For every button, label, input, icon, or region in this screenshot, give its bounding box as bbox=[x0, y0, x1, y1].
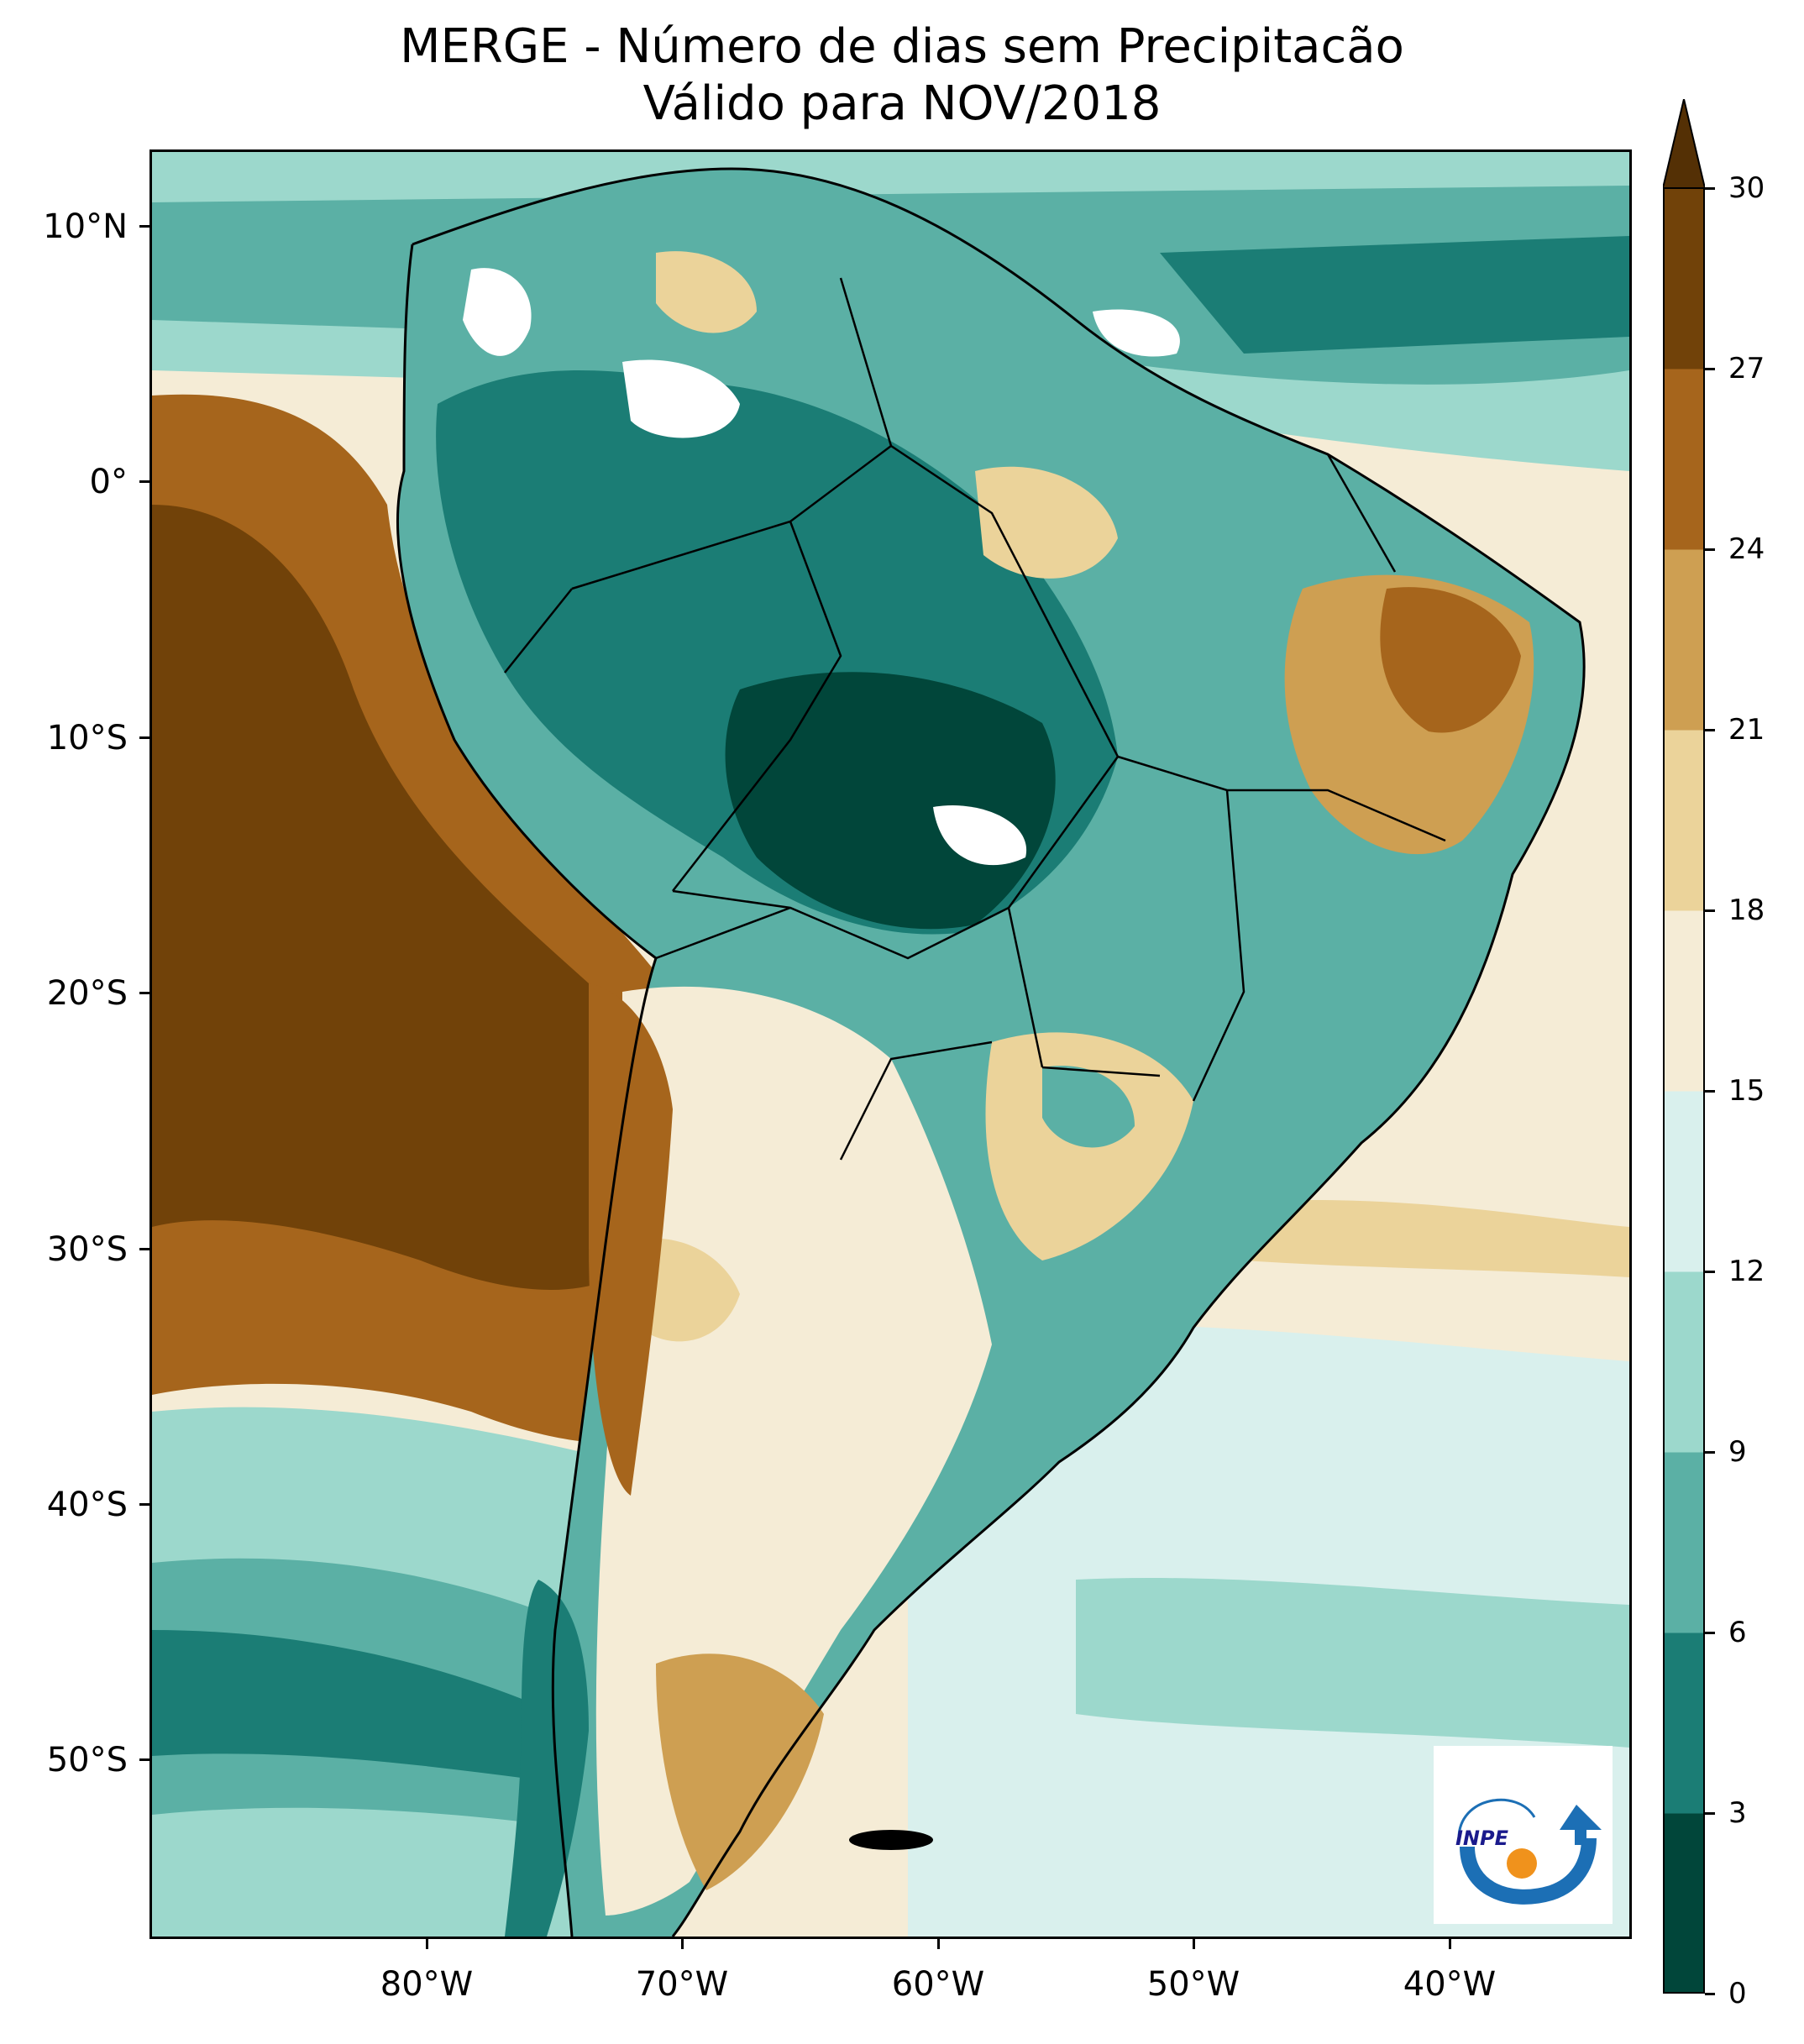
country-borders bbox=[504, 277, 1446, 1161]
lon-tick-40W bbox=[1449, 1939, 1451, 1949]
lat-label-0: 0° bbox=[89, 463, 128, 501]
colorbar-label-12: 12 bbox=[1728, 1255, 1765, 1288]
lon-tick-70W bbox=[681, 1939, 684, 1949]
logo-swoosh bbox=[1460, 1837, 1597, 1905]
colorbar-label-21: 21 bbox=[1728, 713, 1765, 747]
colorbar-tick-30 bbox=[1705, 187, 1715, 190]
colorbar-label-0: 0 bbox=[1728, 1977, 1747, 2010]
lon-tick-80W bbox=[426, 1939, 428, 1949]
lat-tick-40S bbox=[139, 1503, 149, 1506]
colorbar-tick-12 bbox=[1705, 1271, 1715, 1273]
colorbar-tick-3 bbox=[1705, 1812, 1715, 1815]
lat-tick-20S bbox=[139, 992, 149, 994]
venezuela-tan bbox=[656, 251, 757, 333]
south-brazil-teal bbox=[1042, 1066, 1135, 1148]
colorbar-bin-0-3 bbox=[1663, 1813, 1705, 1994]
lon-label-60W: 60°W bbox=[891, 1965, 985, 2004]
lat-tick-0 bbox=[139, 480, 149, 483]
colorbar-bin-24-27 bbox=[1663, 369, 1705, 550]
no-data-patch-central bbox=[933, 805, 1027, 866]
colorbar-tick-15 bbox=[1705, 1090, 1715, 1093]
south-pacific-dark bbox=[152, 1630, 547, 1781]
logo-orbit bbox=[1457, 1798, 1536, 1839]
patagonia-tan bbox=[656, 1654, 824, 1890]
colorbar-label-30: 30 bbox=[1728, 171, 1765, 205]
lat-label-10S: 10°S bbox=[46, 719, 128, 757]
colorbar-label-24: 24 bbox=[1728, 532, 1765, 566]
colorbar-tick-27 bbox=[1705, 368, 1715, 370]
colorbar-tick-24 bbox=[1705, 548, 1715, 551]
lon-tick-60W bbox=[937, 1939, 940, 1949]
lat-tick-50S bbox=[139, 1758, 149, 1761]
lon-label-50W: 50°W bbox=[1146, 1965, 1240, 2004]
lat-tick-30S bbox=[139, 1248, 149, 1250]
colorbar bbox=[1663, 99, 1705, 1994]
lat-tick-10S bbox=[139, 736, 149, 739]
lat-label-40S: 40°S bbox=[46, 1486, 128, 1524]
colorbar-bin-15-18 bbox=[1663, 910, 1705, 1092]
lon-label-40W: 40°W bbox=[1403, 1965, 1497, 2004]
atlantic-tan-band bbox=[1244, 1199, 1629, 1277]
chile-coast-wet bbox=[505, 1580, 589, 1937]
colorbar-bin-21-24 bbox=[1663, 549, 1705, 731]
map-title: MERGE - Número de dias sem Precipitacão … bbox=[0, 18, 1804, 133]
colorbar-tick-18 bbox=[1705, 909, 1715, 912]
lat-label-30S: 30°S bbox=[46, 1230, 128, 1269]
colorbar-label-3: 3 bbox=[1728, 1796, 1747, 1830]
colorbar-tick-9 bbox=[1705, 1451, 1715, 1454]
colorbar-bin-9-12 bbox=[1663, 1271, 1705, 1453]
map-plot-area[interactable] bbox=[149, 149, 1632, 1939]
title-line-2: Válido para NOV/2018 bbox=[642, 76, 1162, 131]
colorbar-bin-27-30 bbox=[1663, 188, 1705, 369]
colorbar-tick-21 bbox=[1705, 729, 1715, 731]
logo-sun bbox=[1507, 1848, 1537, 1879]
northeast-driest-core bbox=[1380, 587, 1521, 733]
central-brazil-deepest bbox=[725, 672, 1056, 930]
lat-label-10N: 10°N bbox=[43, 207, 128, 246]
atlantic-dark-band bbox=[1160, 236, 1629, 354]
no-data-patch-amazon bbox=[622, 359, 740, 438]
colorbar-bin-12-15 bbox=[1663, 1091, 1705, 1272]
coastline bbox=[396, 167, 1586, 1937]
lon-tick-50W bbox=[1193, 1939, 1195, 1949]
logo-text: INPE bbox=[1455, 1826, 1508, 1850]
falkland-islands bbox=[849, 1830, 933, 1850]
title-line-1: MERGE - Número de dias sem Precipitacão bbox=[400, 19, 1404, 74]
colorbar-label-9: 9 bbox=[1728, 1435, 1747, 1469]
colorbar-label-18: 18 bbox=[1728, 894, 1765, 927]
colorbar-border bbox=[1663, 187, 1705, 1994]
colorbar-bin-3-6 bbox=[1663, 1633, 1705, 1814]
colorbar-extend-arrow bbox=[1663, 99, 1705, 189]
map-canvas bbox=[152, 152, 1629, 1937]
colorbar-bin-18-21 bbox=[1663, 730, 1705, 911]
logo-arrow bbox=[1560, 1805, 1602, 1845]
lon-label-70W: 70°W bbox=[635, 1965, 729, 2004]
inpe-logo: INPE bbox=[1434, 1746, 1613, 1924]
colorbar-bin-6-9 bbox=[1663, 1452, 1705, 1633]
andes-dry-strip bbox=[589, 983, 673, 1496]
colorbar-tick-0 bbox=[1705, 1993, 1715, 1995]
lat-label-20S: 20°S bbox=[46, 974, 128, 1013]
colorbar-label-15: 15 bbox=[1728, 1074, 1765, 1108]
colorbar-label-6: 6 bbox=[1728, 1616, 1747, 1649]
pacific-driest-core bbox=[152, 505, 656, 1290]
south-atlantic-teal bbox=[1076, 1577, 1629, 1748]
no-data-patch-atlantic bbox=[1093, 309, 1180, 357]
colorbar-tick-6 bbox=[1705, 1632, 1715, 1634]
lat-label-50S: 50°S bbox=[46, 1741, 128, 1779]
colorbar-label-27: 27 bbox=[1728, 352, 1765, 385]
no-data-patch-andes bbox=[463, 268, 532, 356]
lat-tick-10N bbox=[139, 225, 149, 228]
lon-label-80W: 80°W bbox=[380, 1965, 474, 2004]
inpe-logo-graphic bbox=[1457, 1798, 1602, 1905]
